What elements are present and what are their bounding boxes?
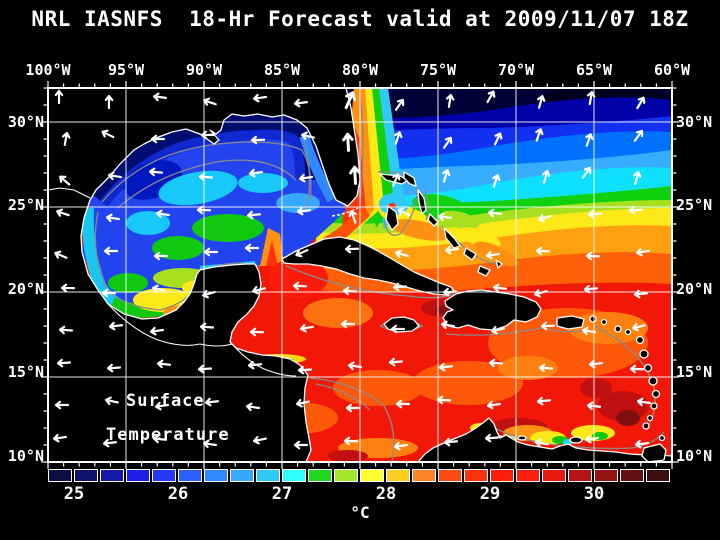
- colorbar-box: [568, 469, 592, 482]
- colorbar-tick-label: 30: [583, 484, 605, 504]
- lon-label: 100°W: [25, 61, 71, 79]
- annotation-surface: Surface: [126, 391, 205, 411]
- colorbar-box: [126, 469, 150, 482]
- colorbar-box: [256, 469, 280, 482]
- lon-label: 60°W: [653, 61, 691, 79]
- lat-label: 25°N: [7, 196, 44, 214]
- lat-label: 15°N: [7, 363, 44, 381]
- map-canvas: Surface Temperature: [40, 80, 680, 470]
- lat-label: 10°N: [7, 447, 44, 465]
- colorbar-tick-label: 25: [63, 484, 85, 504]
- colorbar-box: [334, 469, 358, 482]
- colorbar-box: [438, 469, 462, 482]
- colorbar-tick-label: 29: [479, 484, 501, 504]
- colorbar-box: [152, 469, 176, 482]
- temperature-colorbar: [48, 469, 672, 485]
- colorbar-box: [204, 469, 228, 482]
- colorbar-box: [48, 469, 72, 482]
- colorbar-box: [620, 469, 644, 482]
- lon-label: 90°W: [185, 61, 223, 79]
- colorbar-tick-label: 26: [167, 484, 189, 504]
- lat-label: 15°N: [676, 363, 713, 381]
- colorbar-box: [516, 469, 540, 482]
- colorbar-box: [282, 469, 306, 482]
- colorbar-box: [308, 469, 332, 482]
- colorbar-box: [542, 469, 566, 482]
- lon-label: 75°W: [419, 61, 457, 79]
- colorbar-tick-label: 27: [271, 484, 293, 504]
- lon-label: 65°W: [575, 61, 613, 79]
- colorbar-box: [646, 469, 670, 482]
- colorbar-unit: °C: [350, 503, 370, 522]
- lat-label: 25°N: [676, 196, 713, 214]
- annotation-temperature: Temperature: [106, 425, 230, 445]
- lon-label: 70°W: [497, 61, 535, 79]
- colorbar-box: [360, 469, 384, 482]
- colorbar-box: [490, 469, 514, 482]
- colorbar-box: [594, 469, 618, 482]
- graticule: [48, 88, 672, 462]
- lon-label: 85°W: [263, 61, 301, 79]
- colorbar-box: [386, 469, 410, 482]
- colorbar-box: [230, 469, 254, 482]
- lat-label: 10°N: [676, 447, 713, 465]
- colorbar-tick-label: 28: [375, 484, 397, 504]
- political-borders: [48, 187, 359, 377]
- axis-ticks: [41, 81, 679, 469]
- colorbar-box: [74, 469, 98, 482]
- sst-field: Surface Temperature: [48, 88, 672, 462]
- lon-label: 80°W: [341, 61, 379, 79]
- colorbar-box: [100, 469, 124, 482]
- colorbar-box: [464, 469, 488, 482]
- current-vector-arrows: [52, 89, 652, 451]
- colorbar-box: [412, 469, 436, 482]
- map-title: NRL IASNFS 18-Hr Forecast valid at 2009/…: [31, 7, 689, 31]
- lon-label: 95°W: [107, 61, 145, 79]
- lat-label: 30°N: [676, 113, 713, 131]
- lat-label: 30°N: [7, 113, 44, 131]
- lat-label: 20°N: [676, 280, 713, 298]
- map-frame: [47, 87, 673, 463]
- lat-label: 20°N: [7, 280, 44, 298]
- colorbar-box: [178, 469, 202, 482]
